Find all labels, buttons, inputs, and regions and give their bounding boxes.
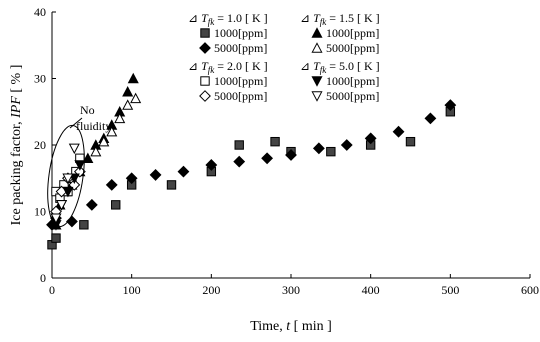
data-point-series-3 <box>106 125 118 137</box>
x-tick-label: 400 <box>362 283 380 297</box>
legend-group-header: ⊿ Tfk = 1.0 [ K ] <box>188 11 268 27</box>
x-axis-title: Time, t [ min ] <box>250 319 332 334</box>
data-points <box>46 72 457 250</box>
data-point-series-0 <box>111 200 121 210</box>
legend-group-header: ⊿ Tfk = 5.0 [ K ] <box>300 59 380 75</box>
data-point-series-0 <box>405 136 416 147</box>
legend-group-header: ⊿ Tfk = 2.0 [ K ] <box>188 59 268 75</box>
data-point-series-1 <box>424 112 437 125</box>
legend-marker-series-7 <box>311 91 323 102</box>
x-tick-label: 200 <box>202 283 220 297</box>
data-point-series-1 <box>312 142 325 155</box>
y-axis-title: Ice packing factor, IPF [ % ] <box>9 65 24 226</box>
y-tick-label: 30 <box>34 72 46 86</box>
data-point-series-3 <box>122 99 134 110</box>
legend-marker-series-6 <box>311 76 323 87</box>
legend-label-series-7: 5000[ppm] <box>326 89 379 103</box>
y-tick-label: 20 <box>34 138 46 152</box>
data-point-series-0 <box>326 146 336 157</box>
legend-marker-series-1 <box>199 42 211 54</box>
legend-group-header: ⊿ Tfk = 1.5 [ K ] <box>300 11 380 27</box>
data-point-series-1 <box>392 125 405 138</box>
data-point-series-1 <box>149 169 162 181</box>
legend-label-series-5: 5000[ppm] <box>214 89 267 103</box>
y-tick-label: 40 <box>34 5 46 19</box>
annotation-line-2: fluidity <box>76 119 111 133</box>
data-point-series-2 <box>127 72 139 84</box>
legend-marker-series-0 <box>200 28 210 38</box>
x-tick-label: 0 <box>49 283 55 297</box>
data-point-series-3 <box>130 92 142 104</box>
data-point-series-2 <box>82 152 94 163</box>
legend-marker-series-2 <box>311 27 323 38</box>
data-point-series-1 <box>340 139 353 151</box>
data-point-series-3 <box>90 145 102 157</box>
data-point-series-7 <box>68 143 80 155</box>
ticks: 0 100 200 300 400 500 600 0 10 20 30 40 <box>34 5 539 297</box>
legend-marker-series-5 <box>199 90 211 102</box>
legend-label-series-4: 1000[ppm] <box>214 74 267 88</box>
data-point-series-1 <box>364 132 377 145</box>
annotation-leader-line <box>69 117 83 129</box>
data-point-series-7 <box>50 213 62 224</box>
data-point-series-1 <box>85 198 98 211</box>
axes <box>51 12 530 279</box>
x-tick-label: 100 <box>123 283 141 297</box>
data-point-series-0 <box>270 136 280 147</box>
legend-marker-series-4 <box>200 76 210 86</box>
legend: ⊿ Tfk = 1.0 [ K ]1000[ppm]5000[ppm]⊿ Tfk… <box>188 11 380 103</box>
data-point-series-6 <box>74 160 86 171</box>
y-tick-label: 0 <box>40 271 46 285</box>
data-point-series-7 <box>56 200 68 211</box>
data-point-series-1 <box>205 159 218 171</box>
data-point-series-3 <box>98 135 110 147</box>
no-fluidity-annotation: No fluidity <box>47 103 111 228</box>
legend-label-series-6: 1000[ppm] <box>326 74 379 88</box>
data-point-series-2 <box>122 86 134 97</box>
legend-label-series-3: 5000[ppm] <box>326 41 379 55</box>
data-point-series-7 <box>62 173 74 185</box>
data-point-series-1 <box>105 178 118 191</box>
data-point-series-0 <box>79 220 89 230</box>
data-point-series-1 <box>125 172 138 185</box>
annotation-line-1: No <box>80 103 95 117</box>
legend-marker-series-3 <box>311 42 323 53</box>
y-tick-label: 10 <box>34 205 46 219</box>
data-point-series-1 <box>261 152 274 165</box>
legend-label-series-1: 5000[ppm] <box>214 41 267 55</box>
data-point-series-6 <box>62 186 74 198</box>
legend-label-series-2: 1000[ppm] <box>326 26 379 40</box>
data-point-series-3 <box>114 112 126 124</box>
data-point-series-0 <box>234 140 244 150</box>
legend-label-series-0: 1000[ppm] <box>214 26 267 40</box>
x-tick-label: 500 <box>441 283 459 297</box>
data-point-series-1 <box>444 99 457 112</box>
x-tick-label: 300 <box>282 283 300 297</box>
data-point-series-0 <box>51 233 61 243</box>
data-point-series-1 <box>285 149 297 161</box>
x-tick-label: 600 <box>521 283 539 297</box>
data-point-series-1 <box>177 165 190 178</box>
data-point-series-0 <box>166 180 177 190</box>
data-point-series-1 <box>233 155 246 168</box>
